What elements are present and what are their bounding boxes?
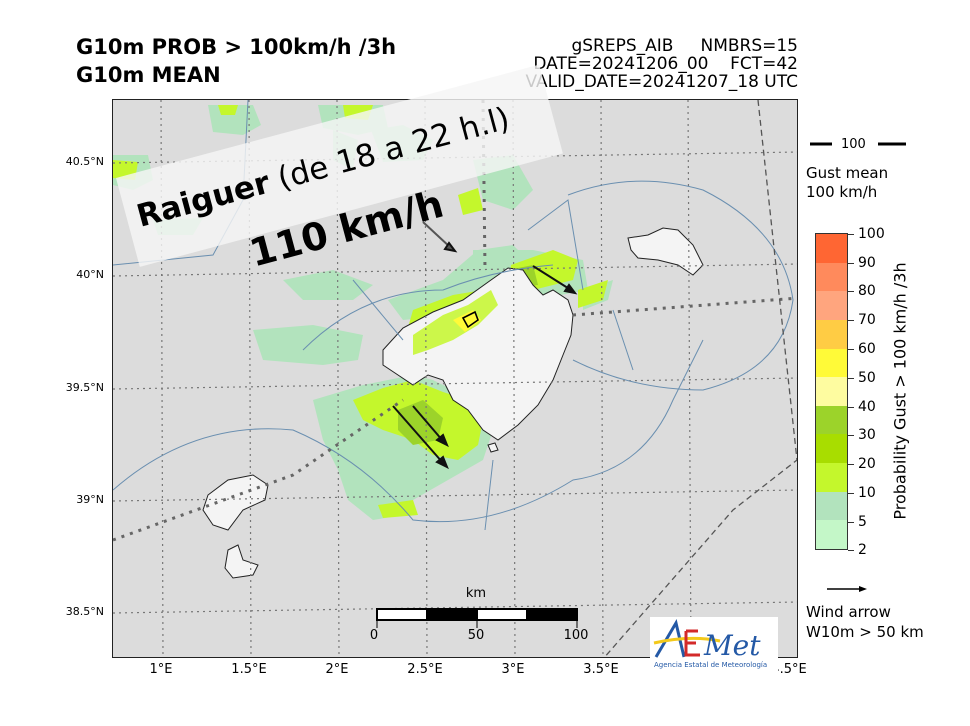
lon-label: 2°E <box>325 662 349 677</box>
colorbar-bin <box>816 262 847 292</box>
svg-text:Met: Met <box>703 629 761 661</box>
lat-label: 38.5°N <box>65 605 104 618</box>
colorbar-tick: 90 <box>848 256 876 270</box>
lat-label: 39.5°N <box>65 381 104 394</box>
probability-colorbar <box>815 233 848 550</box>
map-title-line2: G10m MEAN <box>76 63 221 87</box>
scale-label-0: 0 <box>369 628 379 643</box>
valid-date-info: VALID_DATE=20241207_18 UTC <box>525 72 798 92</box>
scale-label-100: 100 <box>563 628 589 643</box>
menorca-island <box>627 227 704 276</box>
colorbar-tick: 5 <box>848 515 867 529</box>
colorbar-label: Probability Gust > 100 km/h /3h <box>890 262 910 520</box>
formentera-island <box>224 544 259 579</box>
run-date-info: DATE=20241206_00 FCT=42 <box>533 54 798 74</box>
lon-label: 1°E <box>149 662 173 677</box>
colorbar-bin <box>816 463 847 492</box>
aemet-logo-mark: Met <box>653 619 761 661</box>
gust-mean-line-value: 100 <box>841 137 866 152</box>
lon-label: 1.5°E <box>231 662 267 677</box>
scale-label-50: 50 <box>467 628 485 643</box>
colorbar-bin <box>816 491 847 521</box>
lon-label: 3.5°E <box>583 662 619 677</box>
lat-label: 39°N <box>76 493 104 506</box>
scale-bar <box>376 608 578 628</box>
lon-label: 3°E <box>501 662 525 677</box>
colorbar-tick: 80 <box>848 284 876 298</box>
colorbar-tick: 50 <box>848 371 876 385</box>
wind-arrow-threshold: W10m > 50 km <box>806 623 924 641</box>
wind-arrow-label: Wind arrow <box>806 603 891 621</box>
colorbar-tick: 30 <box>848 428 876 442</box>
wind-arrows <box>392 221 578 470</box>
lon-label: 2.5°E <box>407 662 443 677</box>
colorbar-tick: 20 <box>848 457 876 471</box>
colorbar-bin <box>816 405 847 435</box>
colorbar-bin <box>816 291 847 320</box>
colorbar-tick: 70 <box>848 313 876 327</box>
map-panel <box>112 99 798 658</box>
aemet-logo: Met Agencia Estatal de Meteorología <box>650 617 778 675</box>
lat-label: 40°N <box>76 268 104 281</box>
aemet-logo-subtitle: Agencia Estatal de Meteorología <box>654 661 768 669</box>
colorbar-tick: 40 <box>848 400 876 414</box>
colorbar-bin <box>816 377 847 406</box>
lat-label: 40.5°N <box>65 155 104 168</box>
colorbar-tick: 2 <box>848 543 867 557</box>
scale-unit: km <box>465 586 487 601</box>
lon-label: 4.5°E <box>771 662 807 677</box>
ibiza-island <box>202 474 269 531</box>
colorbar-bin <box>816 434 847 464</box>
mallorca-island <box>382 267 574 441</box>
map-canvas <box>113 100 797 657</box>
model-info: gSREPS_AIB NMBRS=15 <box>571 36 798 56</box>
map-title-line1: G10m PROB > 100km/h /3h <box>76 35 397 59</box>
wind-arrow-sample-icon <box>827 586 867 592</box>
colorbar-tick: 60 <box>848 342 876 356</box>
colorbar-tick: 100 <box>848 227 885 241</box>
colorbar-bin <box>816 520 847 549</box>
colorbar-tick: 10 <box>848 486 876 500</box>
gust-mean-units: 100 km/h <box>806 183 878 201</box>
gust-mean-label: Gust mean <box>806 164 889 182</box>
colorbar-bin <box>816 319 847 349</box>
colorbar-bin <box>816 233 847 263</box>
colorbar-bin <box>816 348 847 378</box>
gust-mean-line-sample <box>810 142 906 146</box>
